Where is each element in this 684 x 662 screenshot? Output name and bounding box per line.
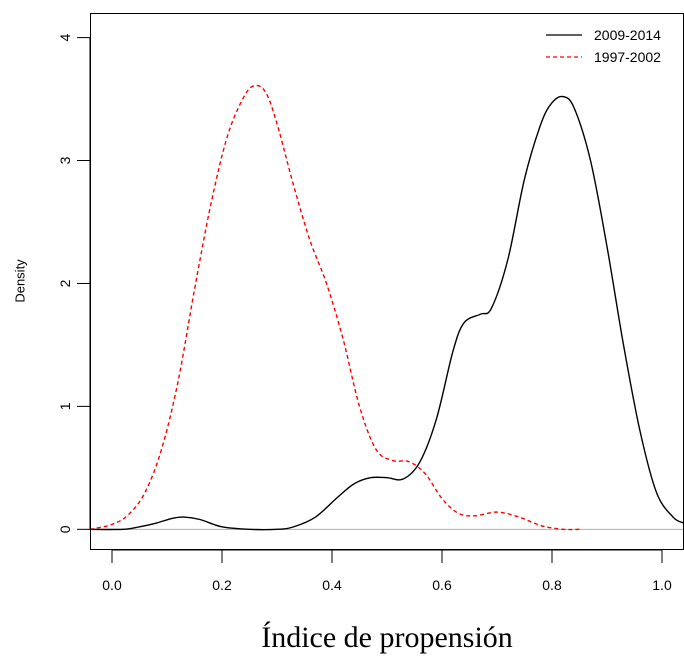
x-axis: 0.0 0.2 0.4 0.6 0.8 1.0 [102, 549, 672, 593]
x-tick-label: 0.8 [542, 577, 562, 593]
y-axis-title: Density [13, 259, 28, 303]
legend-label: 2009-2014 [594, 27, 661, 43]
x-axis-title: Índice de propensión [261, 621, 513, 654]
y-tick-label: 4 [57, 33, 73, 41]
y-axis: 0 1 2 3 4 [57, 33, 91, 533]
legend-label: 1997-2002 [594, 49, 661, 65]
x-tick-label: 0.0 [102, 577, 122, 593]
y-tick-label: 3 [57, 156, 73, 164]
legend: 2009-2014 1997-2002 [546, 27, 661, 65]
x-tick-label: 1.0 [652, 577, 672, 593]
y-tick-label: 0 [57, 525, 73, 533]
plot-frame [90, 13, 684, 550]
x-tick-label: 0.2 [212, 577, 232, 593]
series-line-1997-2002 [89, 84, 580, 531]
series-layer [89, 84, 684, 531]
x-tick-label: 0.4 [322, 577, 342, 593]
series-line-2009-2014 [89, 95, 684, 531]
y-tick-label: 2 [57, 279, 73, 287]
y-tick-label: 1 [57, 402, 73, 410]
x-tick-label: 0.6 [432, 577, 452, 593]
